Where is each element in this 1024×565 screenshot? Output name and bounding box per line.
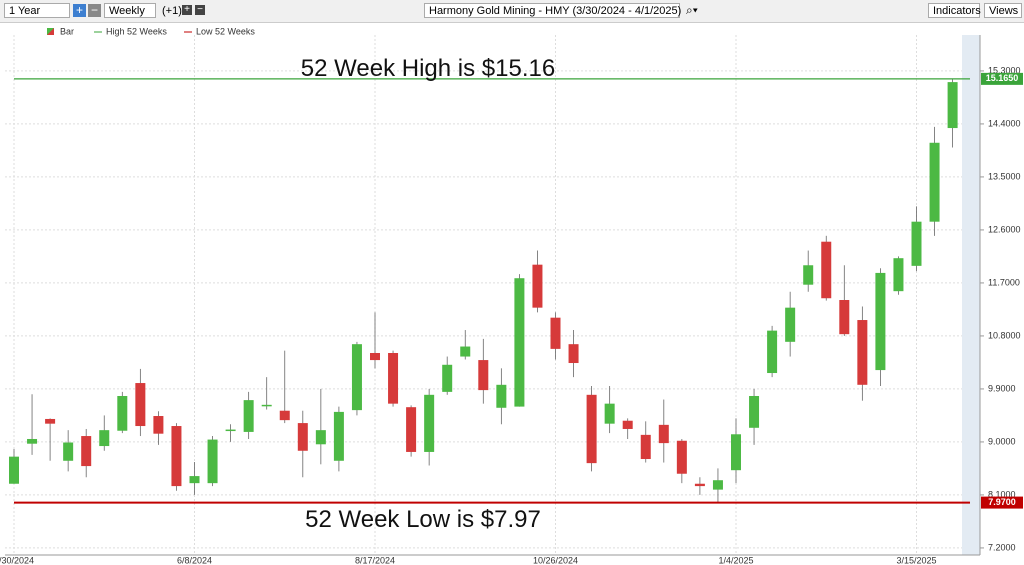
candle-body — [839, 300, 850, 335]
candle-body — [767, 330, 778, 374]
candle-body — [207, 439, 218, 484]
candle-body — [694, 483, 705, 487]
legend-label: High 52 Weeks — [106, 26, 167, 36]
candle-body — [370, 353, 380, 361]
x-tick-label: 3/15/2025 — [896, 555, 936, 565]
x-tick-label: 3/30/2024 — [0, 555, 34, 565]
candle-body — [731, 434, 741, 471]
y-tick-label: 11.7000 — [988, 277, 1020, 287]
candle-body — [712, 480, 723, 490]
y-tick-label: 12.6000 — [988, 224, 1021, 234]
x-tick-label: 1/4/2025 — [718, 555, 753, 565]
future-shade — [962, 35, 980, 555]
candle-body — [929, 142, 940, 222]
candle-body — [947, 82, 958, 129]
candle-body — [622, 420, 633, 429]
symbol-box[interactable]: Harmony Gold Mining - HMY (3/30/2024 - 4… — [424, 3, 681, 18]
candle-body — [424, 394, 435, 452]
candle-body — [297, 423, 308, 451]
candle-body — [893, 258, 904, 292]
candle-body — [875, 272, 886, 371]
candle-body — [803, 265, 814, 285]
y-tick-label: 7.2000 — [988, 542, 1016, 552]
offset: (+1) — [162, 5, 182, 17]
candle-body — [225, 429, 236, 432]
candle-body — [532, 264, 543, 308]
x-tick-label: 8/17/2024 — [355, 555, 395, 565]
candle-body — [315, 430, 326, 445]
candle-body — [821, 241, 832, 299]
candle-body — [261, 404, 272, 407]
zoom-out[interactable]: − — [88, 4, 101, 17]
candle-body — [117, 395, 128, 431]
candle-body — [550, 317, 561, 349]
candle-body — [63, 442, 74, 461]
candle-body — [658, 424, 669, 444]
annotation: 52 Week Low is $7.97 — [305, 506, 541, 533]
y-tick-label: 9.9000 — [988, 383, 1016, 393]
candle-body — [135, 383, 146, 427]
candle-body — [27, 438, 38, 444]
price-tag-label: 7.9700 — [988, 497, 1016, 507]
price-tag — [981, 72, 1023, 85]
x-tick-label: 10/26/2024 — [533, 555, 578, 565]
candle-body — [568, 344, 579, 364]
zoom-in[interactable]: + — [73, 4, 86, 17]
views-button[interactable]: Views — [984, 3, 1022, 18]
candle-body — [911, 221, 922, 266]
candle-body — [514, 278, 525, 407]
candle-body — [586, 394, 597, 464]
candle-body — [189, 476, 200, 484]
legend-label: Low 52 Weeks — [196, 26, 255, 36]
y-tick-label: 13.5000 — [988, 171, 1021, 181]
candle-body — [45, 418, 56, 424]
period-select[interactable]: 1 Year — [4, 3, 70, 18]
offset-minus[interactable]: − — [195, 5, 205, 15]
y-tick-label: 10.8000 — [988, 330, 1021, 340]
y-tick-label: 14.4000 — [988, 118, 1021, 128]
toolbar: 1 Year + − Weekly (+1) + − Harmony Gold … — [0, 0, 1024, 23]
candle-body — [81, 436, 92, 467]
candle-body — [676, 440, 687, 474]
x-tick-label: 6/8/2024 — [177, 555, 212, 565]
candle-body — [460, 346, 471, 357]
candle-body — [604, 403, 615, 424]
y-tick-label: 15.3000 — [988, 65, 1021, 75]
y-tick-label: 8.1000 — [988, 489, 1016, 499]
candle-body — [279, 410, 290, 421]
candle-body — [99, 430, 110, 447]
legend-label: Bar — [60, 26, 74, 36]
price-tag — [981, 496, 1023, 509]
candle-body — [243, 400, 254, 432]
candle-body — [749, 395, 760, 428]
legend-swatch-bar — [47, 28, 54, 35]
candle-body — [496, 384, 507, 408]
y-tick-label: 9.0000 — [988, 436, 1016, 446]
candle-body — [9, 456, 19, 484]
search-icon[interactable]: ⌕▾ — [686, 3, 698, 17]
candle-body — [333, 411, 344, 461]
candle-body — [785, 307, 796, 342]
candle-body — [640, 434, 651, 460]
indicators-button[interactable]: Indicators — [928, 3, 981, 18]
interval-select[interactable]: Weekly — [104, 3, 156, 18]
annotation: 52 Week High is $15.16 — [301, 55, 555, 82]
candle-body — [478, 360, 489, 391]
candle-body — [351, 344, 362, 411]
offset-plus[interactable]: + — [182, 5, 192, 15]
chart: Bar High 52 Weeks Low 52 Weeks 7.2000 8.1… — [0, 26, 1023, 565]
price-tag-label: 15.1650 — [986, 73, 1019, 83]
candle-body — [406, 407, 417, 452]
candle-body — [388, 353, 399, 404]
candle-body — [153, 416, 164, 434]
candle-body — [442, 364, 453, 392]
candle-body — [171, 426, 182, 487]
candle-body — [857, 320, 868, 385]
